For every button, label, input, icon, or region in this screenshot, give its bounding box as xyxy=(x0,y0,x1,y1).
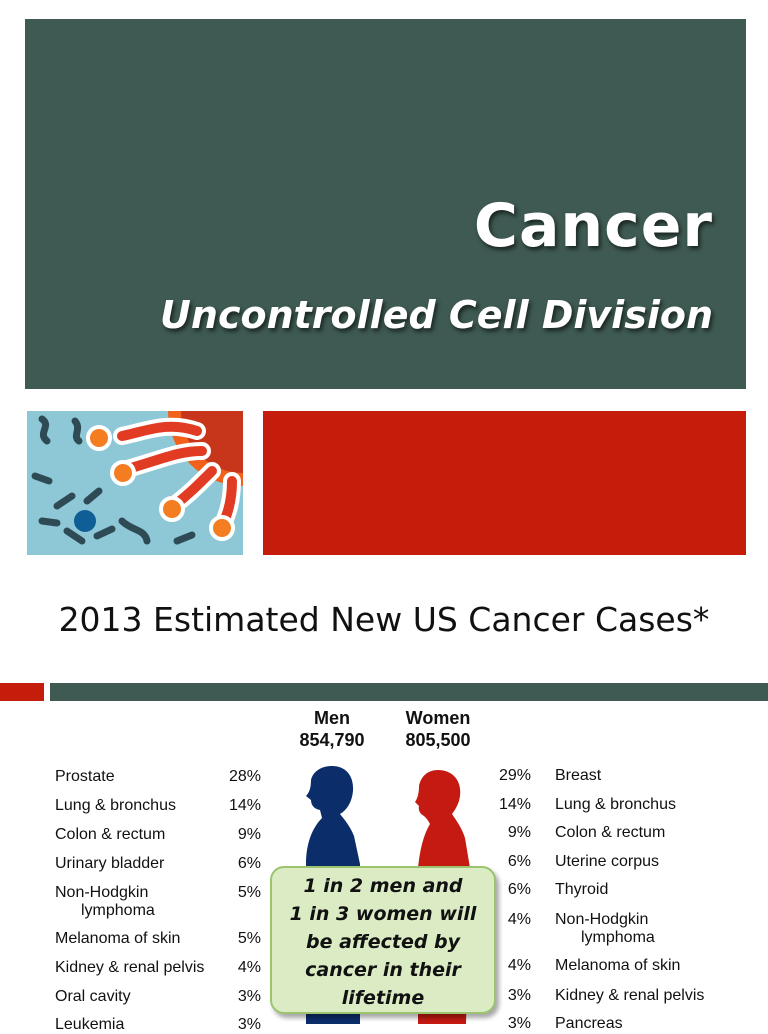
title-panel xyxy=(25,19,746,389)
pct-value: 14% xyxy=(498,796,531,813)
site-label: Non-Hodgkin lymphoma xyxy=(55,884,155,920)
site-label: Prostate xyxy=(55,768,115,785)
callout-line: 1 in 3 women will xyxy=(289,903,477,925)
lifetime-risk-callout: 1 in 2 men and 1 in 3 women will be affe… xyxy=(270,866,496,1014)
pct-value: 3% xyxy=(237,1016,261,1033)
site-label-line2: lymphoma xyxy=(81,902,155,919)
slide-title: Cancer xyxy=(473,191,713,261)
callout-line: lifetime xyxy=(341,987,425,1009)
accent-bar-red xyxy=(0,683,44,701)
site-label: Uterine corpus xyxy=(555,853,660,870)
site-label: Oral cavity xyxy=(55,988,131,1005)
site-label: Melanoma of skin xyxy=(55,930,181,947)
slide-subtitle: Uncontrolled Cell Division xyxy=(160,293,713,337)
pct-value: 9% xyxy=(237,826,261,843)
pct-value: 29% xyxy=(498,767,531,784)
site-label: Kidney & renal pelvis xyxy=(555,987,705,1004)
pct-value: 6% xyxy=(507,853,531,870)
callout-line: cancer in their xyxy=(305,959,461,981)
callout-line: be affected by xyxy=(305,931,461,953)
site-label: Pancreas xyxy=(555,1015,623,1032)
pct-value: 3% xyxy=(237,988,261,1005)
pct-value: 4% xyxy=(507,911,531,928)
pct-value: 14% xyxy=(228,797,261,814)
site-label: Lung & bronchus xyxy=(555,796,676,813)
red-band xyxy=(263,411,746,555)
site-label: Urinary bladder xyxy=(55,855,165,872)
slide-2-title: 2013 Estimated New US Cancer Cases* xyxy=(58,600,710,639)
pct-value: 6% xyxy=(507,881,531,898)
pct-value: 28% xyxy=(228,768,261,785)
site-label: Kidney & renal pelvis xyxy=(55,959,205,976)
men-total: 854,790 xyxy=(299,730,365,750)
site-label: Breast xyxy=(555,767,602,784)
site-label-line1: Non-Hodgkin xyxy=(55,884,149,901)
women-total: 805,500 xyxy=(405,730,471,750)
women-label: Women xyxy=(405,708,471,728)
site-label-line2: lymphoma xyxy=(581,929,655,946)
pct-value: 3% xyxy=(507,987,531,1004)
site-label: Colon & rectum xyxy=(55,826,166,843)
pct-value: 4% xyxy=(507,957,531,974)
men-label: Men xyxy=(314,708,350,728)
pct-value: 9% xyxy=(507,824,531,841)
site-label: Melanoma of skin xyxy=(555,957,681,974)
site-label-line1: Non-Hodgkin xyxy=(555,911,649,928)
site-label: Leukemia xyxy=(55,1016,125,1033)
cell-illustration xyxy=(27,411,243,555)
site-label: Thyroid xyxy=(555,881,609,898)
pct-value: 5% xyxy=(237,930,261,947)
callout-line: 1 in 2 men and xyxy=(303,875,463,897)
pct-value: 4% xyxy=(237,959,261,976)
women-header: Women 805,500 xyxy=(378,707,498,751)
site-label: Lung & bronchus xyxy=(55,797,176,814)
site-label: Non-Hodgkin lymphoma xyxy=(555,911,655,947)
site-label: Colon & rectum xyxy=(555,824,666,841)
men-header: Men 854,790 xyxy=(272,707,392,751)
pct-value: 6% xyxy=(237,855,261,872)
pct-value: 5% xyxy=(237,884,261,901)
pct-value: 3% xyxy=(507,1015,531,1032)
accent-bar-green xyxy=(50,683,768,701)
